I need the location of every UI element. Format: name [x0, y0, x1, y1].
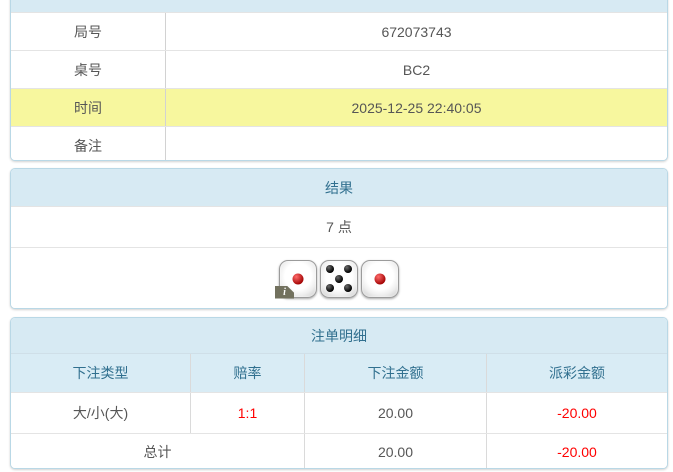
bet-type: 大/小(大) — [11, 393, 191, 433]
col-bet-amount: 下注金额 — [305, 354, 487, 392]
info-row-time: 时间 2025-12-25 22:40:05 — [11, 88, 667, 126]
bet-row: 大/小(大) 1:1 20.00 -20.00 — [11, 392, 667, 433]
table-label: 桌号 — [11, 51, 166, 88]
bet-panel-title: 注单明细 — [11, 318, 667, 353]
game-info-panel: 局号 672073743 桌号 BC2 时间 2025-12-25 22:40:… — [10, 0, 668, 161]
col-payout-amount: 派彩金额 — [487, 354, 667, 392]
bet-payout: -20.00 — [557, 405, 597, 421]
die-pip — [335, 274, 343, 283]
info-row-table: 桌号 BC2 — [11, 50, 667, 88]
total-payout-amount: -20.00 — [557, 444, 597, 460]
total-label: 总计 — [11, 434, 305, 468]
result-panel-title: 结果 — [11, 169, 667, 206]
dice-row: i — [11, 247, 667, 308]
total-bet-amount: 20.00 — [305, 434, 487, 468]
die-2 — [320, 259, 358, 298]
time-label: 时间 — [11, 89, 166, 126]
time-value: 2025-12-25 22:40:05 — [166, 89, 667, 126]
table-value: BC2 — [402, 61, 431, 78]
bet-odds: 1:1 — [191, 393, 305, 433]
points-value: 7 点 — [326, 219, 352, 235]
info-tooltip-icon[interactable]: i — [275, 285, 294, 299]
die-pip — [344, 265, 353, 274]
remark-label: 备注 — [11, 127, 166, 160]
info-row-remark: 备注 — [11, 126, 667, 160]
total-row: 总计 20.00 -20.00 — [11, 433, 667, 468]
bet-columns-header: 下注类型 赔率 下注金额 派彩金额 — [11, 353, 667, 392]
die-pip — [325, 265, 334, 274]
die-pip — [344, 283, 353, 292]
round-label: 局号 — [11, 13, 166, 50]
bet-detail-panel: 注单明细 下注类型 赔率 下注金额 派彩金额 大/小(大) 1:1 20.00 … — [10, 317, 668, 469]
die-pip — [374, 273, 386, 284]
col-bet-type: 下注类型 — [11, 354, 191, 392]
col-odds: 赔率 — [191, 354, 305, 392]
remark-value — [166, 127, 667, 160]
result-panel: 结果 7 点 i — [10, 168, 668, 309]
die-pip — [325, 283, 334, 292]
die-3 — [361, 259, 399, 298]
info-panel-header — [11, 0, 667, 12]
die-pip — [292, 273, 304, 284]
die-1: i — [275, 259, 317, 299]
round-value: 672073743 — [381, 23, 452, 40]
points-row: 7 点 — [11, 206, 667, 247]
bet-amount: 20.00 — [305, 393, 487, 433]
info-row-round: 局号 672073743 — [11, 12, 667, 50]
